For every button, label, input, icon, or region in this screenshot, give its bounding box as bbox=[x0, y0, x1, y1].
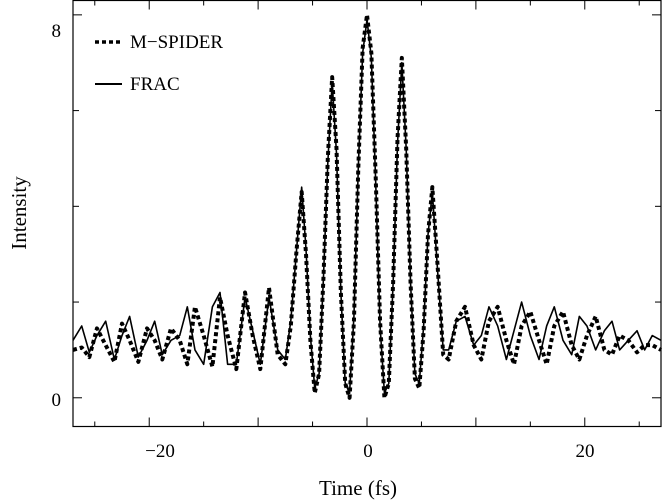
series-line-m-spider bbox=[72, 12, 662, 400]
legend-label-m-spider: M−SPIDER bbox=[130, 32, 223, 53]
x-axis: −20 0 20 Time (fs) bbox=[145, 441, 594, 500]
series-layer bbox=[72, 12, 662, 400]
x-tick-label-20: 20 bbox=[576, 441, 595, 462]
y-axis: 0 8 Intensity bbox=[7, 21, 61, 411]
legend: M−SPIDER FRAC bbox=[95, 32, 223, 95]
x-tick-label-neg20: −20 bbox=[145, 441, 175, 462]
y-tick-label-0: 0 bbox=[52, 390, 62, 411]
legend-label-frac: FRAC bbox=[130, 74, 180, 95]
series-line-frac bbox=[72, 18, 662, 394]
x-tick-label-0: 0 bbox=[363, 441, 373, 462]
y-axis-label: Intensity bbox=[7, 176, 31, 250]
plot-frame bbox=[72, 0, 662, 428]
tick-layer bbox=[73, 0, 661, 427]
x-axis-label: Time (fs) bbox=[319, 476, 397, 500]
y-tick-label-8: 8 bbox=[52, 21, 62, 42]
plot-area bbox=[72, 0, 662, 428]
